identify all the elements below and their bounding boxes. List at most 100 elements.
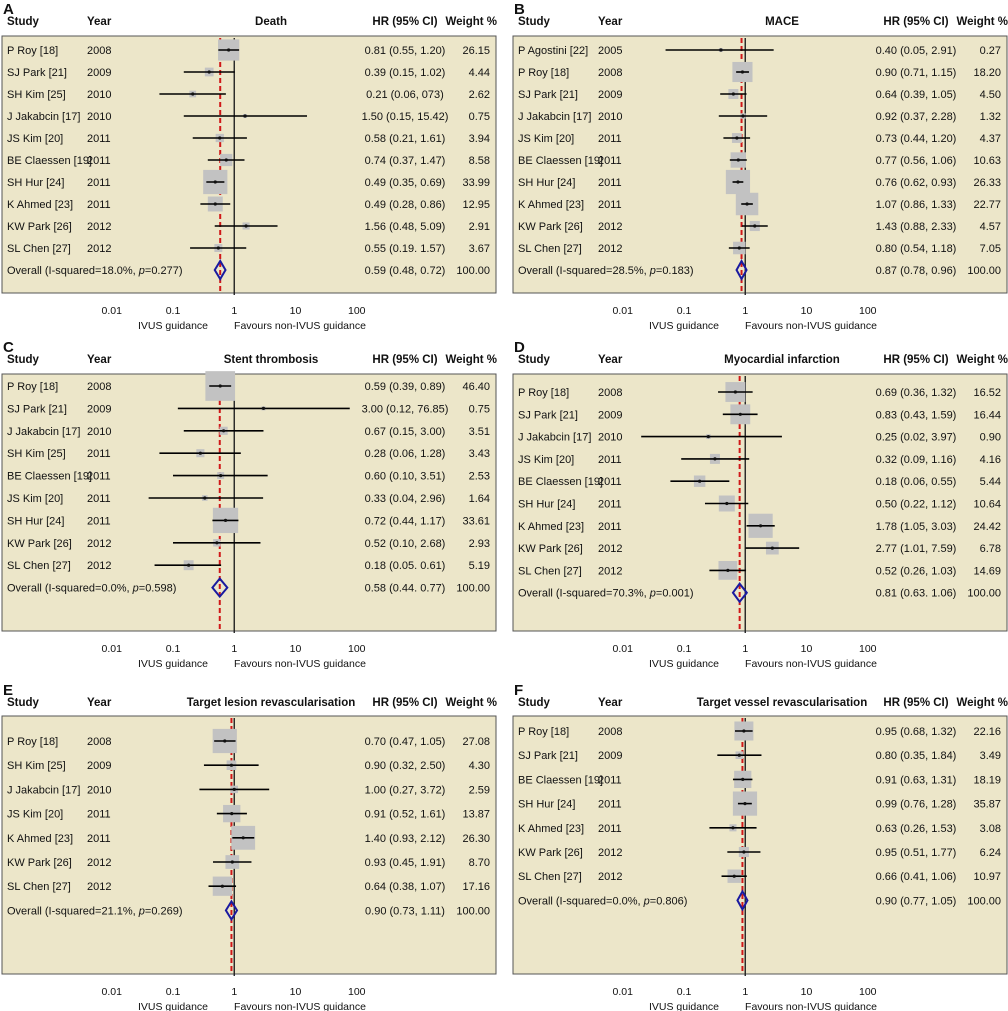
- weight-value: 12.95: [462, 199, 490, 211]
- study-row: P Roy [18] 2008 0.81 (0.55, 1.20) 26.15: [7, 39, 490, 61]
- study-row: KW Park [26] 2012 0.95 (0.51, 1.77) 6.24: [518, 846, 1001, 859]
- axis-tick-label: 0.01: [102, 305, 123, 317]
- column-header-year: Year: [87, 354, 112, 366]
- point-estimate: [220, 884, 224, 888]
- hr-ci-value: 0.69 (0.36, 1.32): [876, 387, 957, 399]
- column-header-hr: HR (95% CI): [883, 697, 948, 709]
- weight-value: 3.08: [980, 823, 1001, 835]
- study-name: SH Kim [25]: [7, 448, 66, 460]
- weight-value: 6.24: [980, 847, 1001, 859]
- hr-ci-value: 0.60 (0.10, 3.51): [365, 471, 446, 483]
- study-year: 2011: [87, 177, 111, 189]
- outcome-title: MACE: [765, 16, 799, 28]
- study-row: P Roy [18] 2008 0.95 (0.68, 1.32) 22.16: [518, 721, 1001, 741]
- overall-hr-ci: 0.87 (0.78, 0.96): [876, 265, 957, 277]
- study-name: BE Claessen [19]: [518, 476, 603, 488]
- point-estimate: [738, 412, 742, 416]
- point-estimate: [207, 70, 211, 74]
- hr-ci-value: 0.80 (0.35, 1.84): [876, 750, 957, 762]
- hr-ci-value: 1.40 (0.93, 2.12): [365, 833, 446, 845]
- study-row: BE Claessen [19]2011 0.60 (0.10, 3.51) 2.5…: [7, 471, 490, 483]
- study-name: K Ahmed [23]: [518, 521, 584, 533]
- overall-p-symbol: p: [649, 588, 656, 600]
- point-estimate: [203, 496, 207, 500]
- hr-ci-value: 1.00 (0.27, 3.72): [365, 784, 446, 796]
- column-header-hr: HR (95% CI): [372, 697, 437, 709]
- study-year: 2010: [87, 89, 111, 101]
- column-header-year: Year: [598, 697, 623, 709]
- hr-ci-value: 0.95 (0.51, 1.77): [876, 847, 957, 859]
- study-name: K Ahmed [23]: [518, 823, 584, 835]
- study-year: 2011: [87, 155, 111, 167]
- overall-heterogeneity: Overall (I-squared=0.0%,: [7, 583, 133, 595]
- point-estimate: [198, 451, 202, 455]
- weight-value: 14.69: [973, 565, 1001, 577]
- hr-ci-value: 0.66 (0.41, 1.06): [876, 871, 957, 883]
- panel-letter: A: [3, 1, 14, 18]
- study-row: BE Claessen [19]2011 0.91 (0.63, 1.31) 18.…: [518, 770, 1001, 789]
- study-row: SH Hur [24] 2011 0.76 (0.62, 0.93) 26.33: [518, 169, 1001, 195]
- weight-value: 16.44: [973, 409, 1001, 421]
- study-name: P Agostini [22]: [518, 45, 588, 57]
- hr-ci-value: 0.63 (0.26, 1.53): [876, 823, 957, 835]
- hr-ci-value: 0.72 (0.44, 1.17): [365, 515, 446, 527]
- weight-value: 1.32: [980, 111, 1001, 123]
- overall-label: Overall (I-squared=0.0%, p=0.598): [7, 583, 176, 595]
- overall-p-symbol: p: [132, 583, 139, 595]
- weight-value: 2.62: [469, 89, 490, 101]
- point-estimate: [713, 457, 717, 461]
- column-header-year: Year: [87, 697, 112, 709]
- study-year: 2011: [87, 809, 111, 821]
- axis-tick-label: 10: [801, 643, 813, 655]
- weight-value: 2.93: [469, 538, 490, 550]
- axis-tick-label: 0.1: [677, 305, 692, 317]
- point-estimate: [261, 406, 266, 410]
- column-header-study: Study: [518, 697, 551, 709]
- axis-tick-label: 0.1: [166, 305, 181, 317]
- study-row: K Ahmed [23] 2011 0.63 (0.26, 1.53) 3.08: [518, 823, 1001, 835]
- study-name: SJ Park [21]: [7, 67, 67, 79]
- study-name: SH Hur [24]: [7, 177, 64, 189]
- point-estimate: [243, 114, 247, 118]
- study-year: 2011: [598, 499, 622, 511]
- study-row: SH Hur [24] 2011 0.50 (0.22, 1.12) 10.64: [518, 495, 1001, 512]
- weight-value: 1.64: [469, 493, 490, 505]
- column-header-hr: HR (95% CI): [372, 354, 437, 366]
- study-name: SH Hur [24]: [518, 499, 575, 511]
- study-name: SH Hur [24]: [518, 799, 575, 811]
- study-name: P Roy [18]: [7, 45, 58, 57]
- study-name: KW Park [26]: [7, 857, 72, 869]
- weight-value: 4.37: [980, 133, 1001, 145]
- study-name: J Jakabcin [17]: [7, 784, 80, 796]
- axis-tick-label: 1: [231, 643, 237, 655]
- overall-row: Overall (I-squared=28.5%, p=0.183) 0.87 (…: [518, 258, 1001, 282]
- point-estimate: [215, 541, 219, 545]
- point-estimate: [737, 246, 741, 250]
- study-year: 2009: [598, 750, 622, 762]
- point-estimate: [213, 202, 217, 206]
- overall-diamond: [736, 889, 749, 912]
- hr-ci-value: 0.32 (0.09, 1.16): [876, 454, 957, 466]
- overall-diamond: [735, 258, 748, 282]
- study-year: 2011: [598, 799, 622, 811]
- hr-ci-value: 3.00 (0.12, 76.85): [362, 403, 449, 415]
- study-year: 2011: [598, 133, 622, 145]
- study-year: 2011: [598, 521, 622, 533]
- study-year: 2012: [598, 543, 622, 555]
- weight-value: 0.90: [980, 432, 1001, 444]
- weight-value: 18.19: [973, 774, 1001, 786]
- study-year: 2011: [87, 133, 111, 145]
- hr-ci-value: 0.74 (0.37, 1.47): [365, 155, 446, 167]
- axis-tick-label: 100: [859, 986, 877, 998]
- weight-value: 8.58: [469, 155, 490, 167]
- weight-value: 26.33: [973, 177, 1001, 189]
- study-row: SL Chen [27] 2012 0.64 (0.38, 1.07) 17.16: [7, 876, 490, 896]
- study-name: P Roy [18]: [518, 726, 569, 738]
- hr-ci-value: 0.55 (0.19. 1.57): [365, 243, 446, 255]
- point-estimate: [740, 70, 745, 74]
- panel-letter: F: [514, 682, 523, 699]
- study-year: 2012: [598, 243, 622, 255]
- weight-value: 13.87: [462, 809, 490, 821]
- study-row: KW Park [26] 2012 0.93 (0.45, 1.91) 8.70: [7, 855, 490, 869]
- overall-diamond: [211, 577, 229, 599]
